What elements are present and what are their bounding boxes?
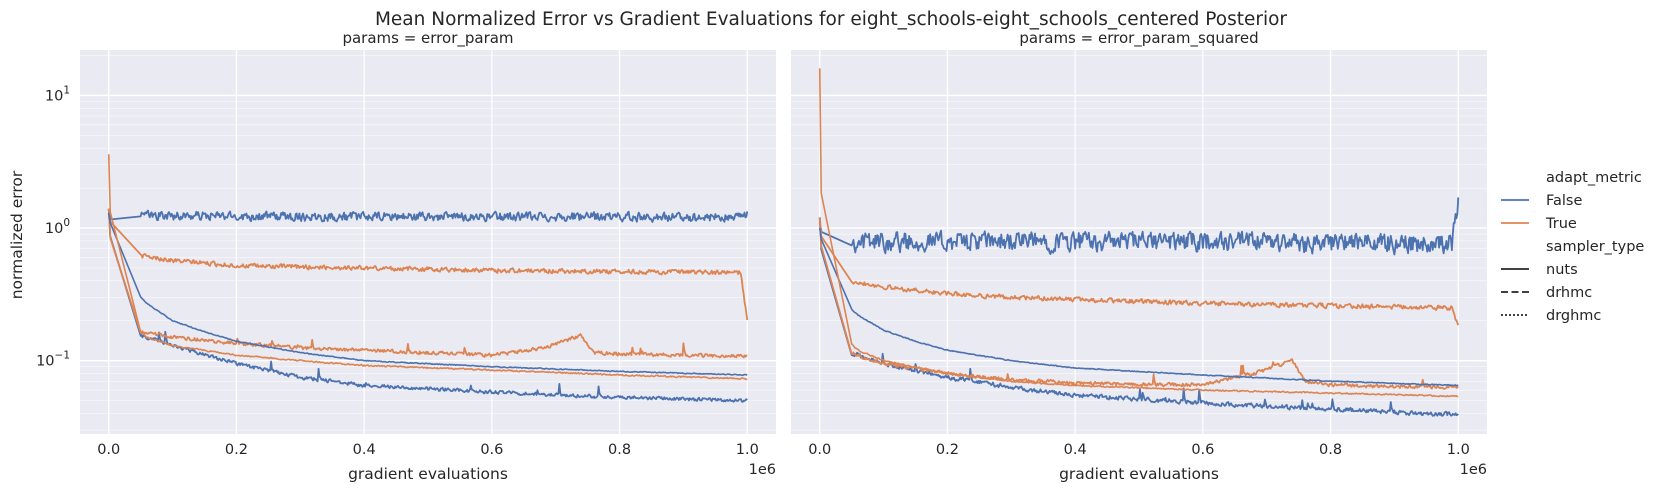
panel-title: params = error_param_squared: [1019, 29, 1258, 48]
series-line-drhmc-false: [107, 209, 749, 223]
legend-item-label: nuts: [1546, 262, 1578, 278]
chart-title: Mean Normalized Error vs Gradient Evalua…: [375, 9, 1287, 30]
series-line-drghmc-true: [107, 153, 748, 381]
series-line-drghmc-false: [107, 212, 748, 377]
x-tick-label: 0.4: [1064, 442, 1087, 458]
panels: 10−1 100 101 0.0 0.2 0.4 0.6 0.8 1.0 params = err…: [36, 29, 1487, 483]
panel-1: 10−1 100 101 0.0 0.2 0.4 0.6 0.8 1.0 params = err…: [36, 29, 776, 483]
plot-background: [80, 50, 776, 434]
series-line-nuts-false: [107, 207, 748, 403]
series-line-nuts-false: [818, 216, 1459, 417]
x-tick-label: 0.6: [1191, 442, 1214, 458]
minor-gridlines: [791, 55, 1487, 431]
y-tick-label: 101: [45, 84, 70, 104]
y-tick-label: 100: [45, 217, 70, 237]
y-tick-label: 10−1: [36, 350, 70, 370]
series-group: [818, 67, 1460, 417]
series-line-nuts-true: [107, 207, 748, 359]
x-tick-label: 1.0: [1447, 442, 1470, 458]
series-line-drghmc-true: [818, 67, 1459, 398]
panel-2: 0.0 0.2 0.4 0.6 0.8 1.0 params = error_param_s…: [791, 29, 1487, 483]
legend-item-label: True: [1545, 216, 1577, 232]
x-tick-label: 0.0: [97, 442, 120, 458]
series-line-drghmc-false: [818, 227, 1459, 387]
x-tick-label: 1.0: [736, 442, 759, 458]
x-axis-label: gradient evaluations: [1059, 465, 1219, 483]
panel-title: params = error_param: [342, 29, 513, 48]
x-tick-label: 0.2: [225, 442, 248, 458]
x-axis-offset-label: 1e6: [1460, 462, 1487, 478]
legend-item-label: drghmc: [1546, 308, 1601, 324]
series-line-drhmc-true: [818, 216, 1460, 326]
x-axis-label: gradient evaluations: [348, 465, 508, 483]
x-tick-label: 0.6: [480, 442, 503, 458]
legend-item-label: False: [1546, 193, 1582, 209]
series-group: [107, 153, 749, 403]
series-line-drhmc-true: [107, 212, 749, 321]
legend-title: adapt_metric: [1546, 170, 1642, 186]
x-axis-offset-label: 1e6: [749, 462, 776, 478]
y-axis-label: normalized error: [8, 170, 26, 299]
series-line-drhmc-false: [818, 197, 1460, 256]
x-tick-label: 0.2: [936, 442, 959, 458]
x-tick-label: 0.0: [808, 442, 831, 458]
legend-title: sampler_type: [1546, 239, 1644, 255]
x-tick-label: 0.8: [608, 442, 631, 458]
x-tick-label: 0.8: [1319, 442, 1342, 458]
x-tick-label: 0.4: [353, 442, 376, 458]
legend-item-label: drhmc: [1546, 285, 1592, 301]
